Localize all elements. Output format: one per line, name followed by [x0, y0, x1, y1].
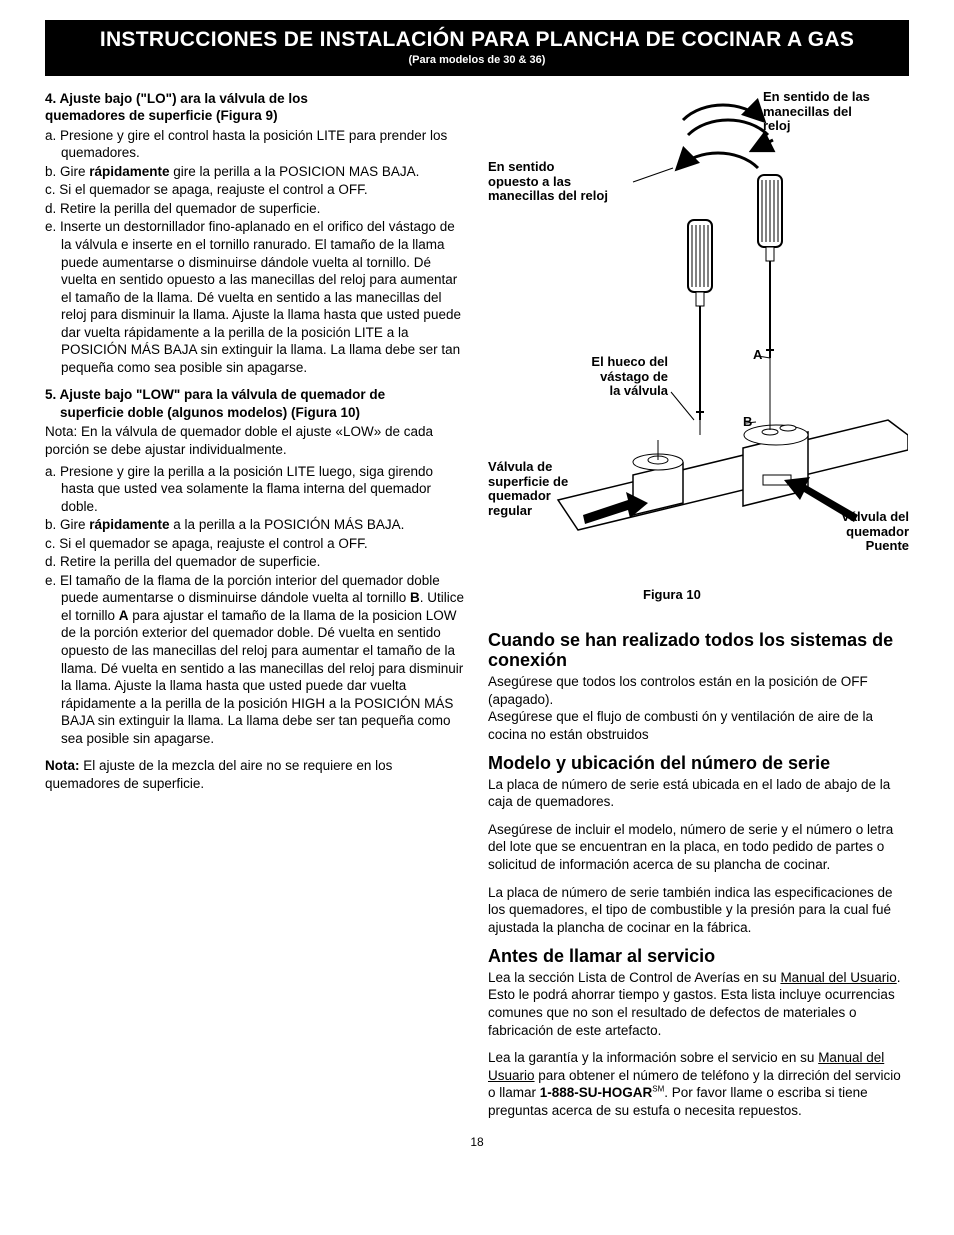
heading-before-service: Antes de llamar al servicio	[488, 946, 909, 967]
model-serial-p1: La placa de número de serie está ubicada…	[488, 776, 909, 811]
right-column: En sentido de lasmanecillas delreloj En …	[488, 90, 909, 1130]
model-serial-p2: Asegúrese de incluir el modelo, número d…	[488, 821, 909, 874]
list-item: e. Inserte un destornillador fino-aplana…	[45, 218, 466, 376]
connections-p2: Asegúrese que el flujo de combusti ón y …	[488, 708, 909, 743]
list-item: d. Retire la perilla del quemador de sup…	[45, 553, 466, 571]
section5-note: Nota: En la válvula de quemador doble el…	[45, 423, 466, 458]
section4-list: a. Presione y gire el control hasta la p…	[45, 127, 466, 377]
section5-list: a. Presione y gire la perilla a la posic…	[45, 463, 466, 748]
content-columns: 4. Ajuste bajo ("LO") ara la válvula de …	[45, 90, 909, 1130]
figure-10: En sentido de lasmanecillas delreloj En …	[488, 90, 909, 620]
header-title: INSTRUCCIONES DE INSTALACIÓN PARA PLANCH…	[53, 26, 901, 53]
list-item: b. Gire rápidamente gire la perilla a la…	[45, 163, 466, 181]
heading-connections: Cuando se han realizado todos los sistem…	[488, 630, 909, 671]
air-mixture-note: Nota: El ajuste de la mezcla del aire no…	[45, 757, 466, 792]
header-bar: INSTRUCCIONES DE INSTALACIÓN PARA PLANCH…	[45, 20, 909, 76]
connections-p1: Asegúrese que todos los controlos están …	[488, 673, 909, 708]
list-item: c. Si el quemador se apaga, reajuste el …	[45, 181, 466, 199]
section4-heading: 4. Ajuste bajo ("LO") ara la válvula de …	[45, 90, 466, 125]
header-subtitle: (Para modelos de 30 & 36)	[53, 53, 901, 67]
before-service-p2: Lea la garantía y la información sobre e…	[488, 1049, 909, 1119]
page-number: 18	[45, 1135, 909, 1151]
figure-10-svg	[488, 90, 908, 610]
model-serial-p3: La placa de número de serie también indi…	[488, 884, 909, 937]
heading-model-serial: Modelo y ubicación del número de serie	[488, 753, 909, 774]
before-service-p1: Lea la sección Lista de Control de Averí…	[488, 969, 909, 1039]
list-item: a. Presione y gire la perilla a la posic…	[45, 463, 466, 516]
list-item: a. Presione y gire el control hasta la p…	[45, 127, 466, 162]
section5-heading: 5. Ajuste bajo "LOW" para la válvula de …	[45, 386, 466, 421]
list-item: d. Retire la perilla del quemador de sup…	[45, 200, 466, 218]
left-column: 4. Ajuste bajo ("LO") ara la válvula de …	[45, 90, 466, 1130]
list-item: e. El tamaño de la flama de la porción i…	[45, 572, 466, 747]
list-item: b. Gire rápidamente a la perilla a la PO…	[45, 516, 466, 534]
list-item: c. Si el quemador se apaga, reajuste el …	[45, 535, 466, 553]
